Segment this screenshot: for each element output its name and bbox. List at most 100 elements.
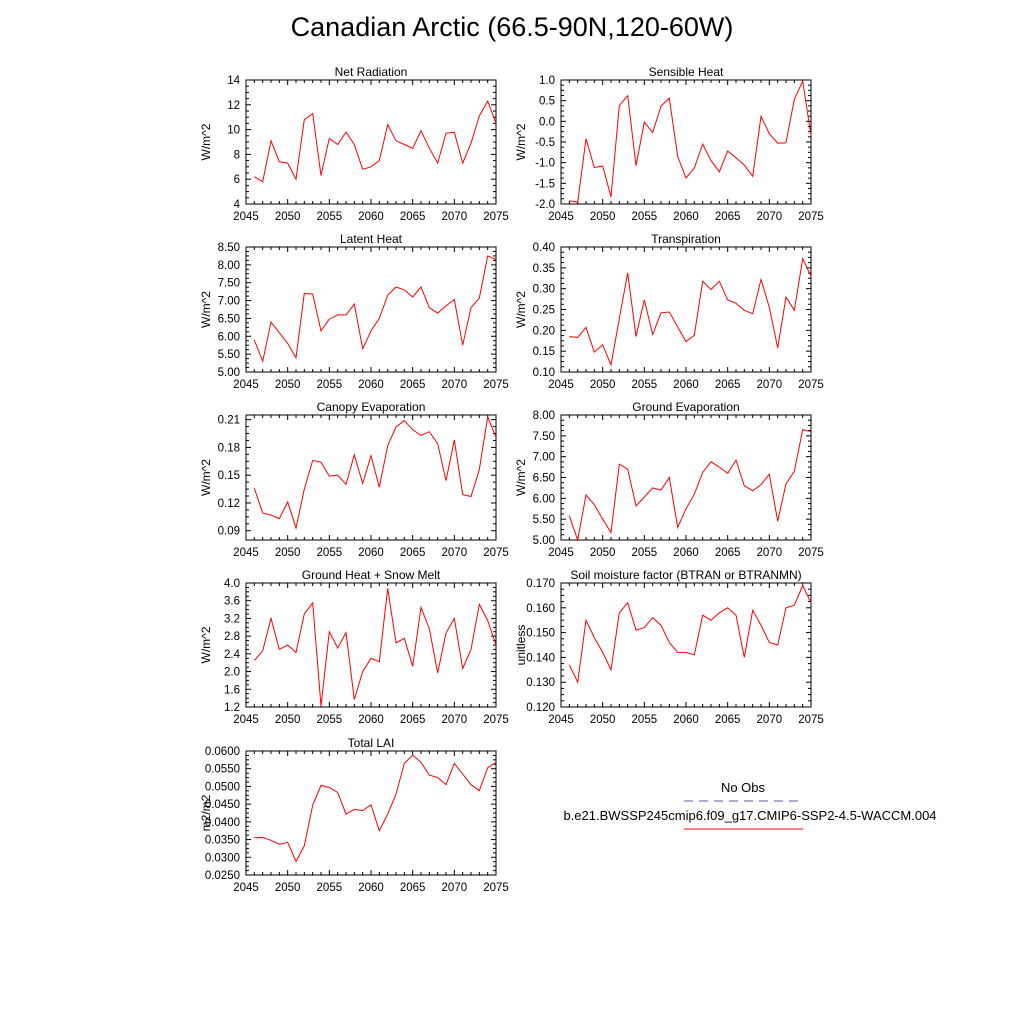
y-tick-label: 0.30 (533, 284, 555, 296)
y-tick-label: 14 (227, 75, 240, 87)
y-tick-label: 0.150 (526, 628, 555, 640)
x-tick-label: 2050 (275, 714, 301, 726)
y-tick-label: 0.140 (526, 652, 555, 664)
chart-panel-6: 2045 2050 2055 2060 2065 2070 2075 5.00 5.50 6.00… (514, 400, 824, 559)
y-tick-label: 7.00 (533, 452, 555, 464)
y-tick-label: 0.0300 (205, 852, 240, 864)
plot-frame (560, 246, 812, 373)
x-tick-label: 2055 (317, 211, 343, 223)
x-tick-label: 2045 (548, 379, 574, 391)
y-tick-label: 0.0350 (205, 835, 240, 847)
series-line (253, 415, 497, 530)
chart-panel-2: 2045 2050 2055 2060 2065 2070 2075 -2.0 -1.5 -1.0… (514, 65, 824, 223)
y-tick-label: 0.130 (526, 677, 555, 689)
x-tick-label: 2075 (483, 547, 509, 559)
x-tick-label: 2060 (673, 714, 699, 726)
x-tick-label: 2050 (590, 211, 616, 223)
y-tick-label: 6.50 (218, 313, 240, 325)
plot-frame (245, 750, 497, 876)
x-tick-label: 2060 (358, 714, 384, 726)
x-tick-label: 2045 (233, 882, 259, 894)
y-tick-label: 4.0 (224, 578, 240, 590)
y-tick-label: 6.50 (533, 473, 555, 485)
x-tick-label: 2065 (715, 211, 741, 223)
y-tick-label: 1.0 (539, 75, 555, 87)
y-tick-label: 4 (234, 199, 241, 211)
series-line (568, 584, 812, 684)
y-tick-label: 0.160 (526, 603, 555, 615)
y-tick-label: 8 (234, 149, 240, 161)
x-tick-label: 2055 (632, 547, 658, 559)
panel-title: Sensible Heat (649, 65, 724, 79)
legend-case-label: b.e21.BWSSP245cmip6.f09_g17.CMIP6-SSP2-4… (563, 808, 936, 823)
y-tick-label: 0.0 (539, 116, 555, 128)
y-axis-label: W/m^2 (514, 291, 528, 328)
x-tick-label: 2070 (442, 547, 468, 559)
x-tick-label: 2060 (673, 547, 699, 559)
y-tick-label: 0.0450 (205, 799, 240, 811)
x-tick-label: 2055 (317, 547, 343, 559)
x-tick-label: 2070 (442, 211, 468, 223)
x-tick-label: 2045 (233, 714, 259, 726)
chart-panel-9: 2045 2050 2055 2060 2065 2070 2075 0.0250 0.0300… (199, 736, 509, 894)
plot-frame (245, 246, 497, 373)
y-axis-label: W/m^2 (199, 291, 213, 328)
x-tick-label: 2075 (798, 211, 824, 223)
panel-title: Latent Heat (340, 232, 403, 246)
series-line (569, 79, 812, 203)
x-tick-label: 2070 (757, 211, 783, 223)
panel-title: Canopy Evaporation (317, 400, 426, 414)
y-tick-label: 0.40 (533, 242, 555, 254)
series-line (253, 255, 497, 364)
y-tick-label: -1.0 (535, 158, 555, 170)
series-line (254, 754, 497, 863)
y-tick-label: 3.6 (224, 596, 240, 608)
y-tick-label: 2.0 (224, 667, 240, 679)
y-tick-label: 7.00 (218, 296, 240, 308)
x-tick-label: 2075 (798, 714, 824, 726)
chart-panel-5: 2045 2050 2055 2060 2065 2070 2075 0.09 0.12 0.15… (199, 400, 509, 559)
y-tick-label: 12 (227, 100, 240, 112)
x-tick-label: 2055 (317, 379, 343, 391)
y-tick-label: 0.15 (533, 346, 555, 358)
y-tick-label: -1.5 (535, 178, 555, 190)
x-tick-label: 2050 (275, 379, 301, 391)
y-tick-label: -0.5 (535, 137, 555, 149)
x-tick-label: 2060 (358, 211, 384, 223)
x-tick-label: 2070 (757, 714, 783, 726)
x-tick-label: 2050 (275, 547, 301, 559)
x-tick-label: 2070 (757, 379, 783, 391)
panel-title: Ground Heat + Snow Melt (302, 568, 441, 582)
chart-panel-1: 2045 2050 2055 2060 2065 2070 2075 4 6 8 10 12 14 Net… (199, 65, 509, 223)
y-tick-label: -2.0 (535, 199, 555, 211)
x-tick-label: 2050 (590, 379, 616, 391)
chart-panel-4: 2045 2050 2055 2060 2065 2070 2075 0.10 0.15 0.20… (514, 232, 824, 391)
x-tick-label: 2060 (358, 547, 384, 559)
y-tick-label: 2.8 (224, 631, 240, 643)
x-tick-label: 2070 (442, 882, 468, 894)
y-tick-label: 0.0600 (205, 746, 240, 758)
y-tick-label: 0.21 (218, 415, 240, 427)
y-axis-label: unitless (514, 625, 528, 666)
x-tick-label: 2055 (632, 714, 658, 726)
x-tick-label: 2065 (715, 379, 741, 391)
x-tick-label: 2065 (400, 211, 426, 223)
y-tick-label: 5.00 (218, 367, 240, 379)
series-line (568, 428, 812, 542)
y-tick-label: 8.50 (218, 242, 240, 254)
y-tick-label: 0.20 (533, 325, 555, 337)
y-tick-label: 5.00 (533, 535, 555, 547)
legend-obs-label: No Obs (721, 780, 766, 795)
x-tick-label: 2045 (548, 714, 574, 726)
x-tick-label: 2045 (233, 547, 259, 559)
x-tick-label: 2070 (757, 547, 783, 559)
y-tick-label: 6.00 (218, 331, 240, 343)
x-tick-label: 2055 (632, 211, 658, 223)
x-tick-label: 2065 (715, 547, 741, 559)
y-tick-label: 7.50 (218, 278, 240, 290)
y-tick-label: 0.12 (218, 498, 240, 510)
x-tick-label: 2055 (317, 882, 343, 894)
series-line (254, 99, 497, 183)
chart-panel-7: 2045 2050 2055 2060 2065 2070 2075 1.2 1.6 2.0 2.4… (199, 568, 509, 726)
